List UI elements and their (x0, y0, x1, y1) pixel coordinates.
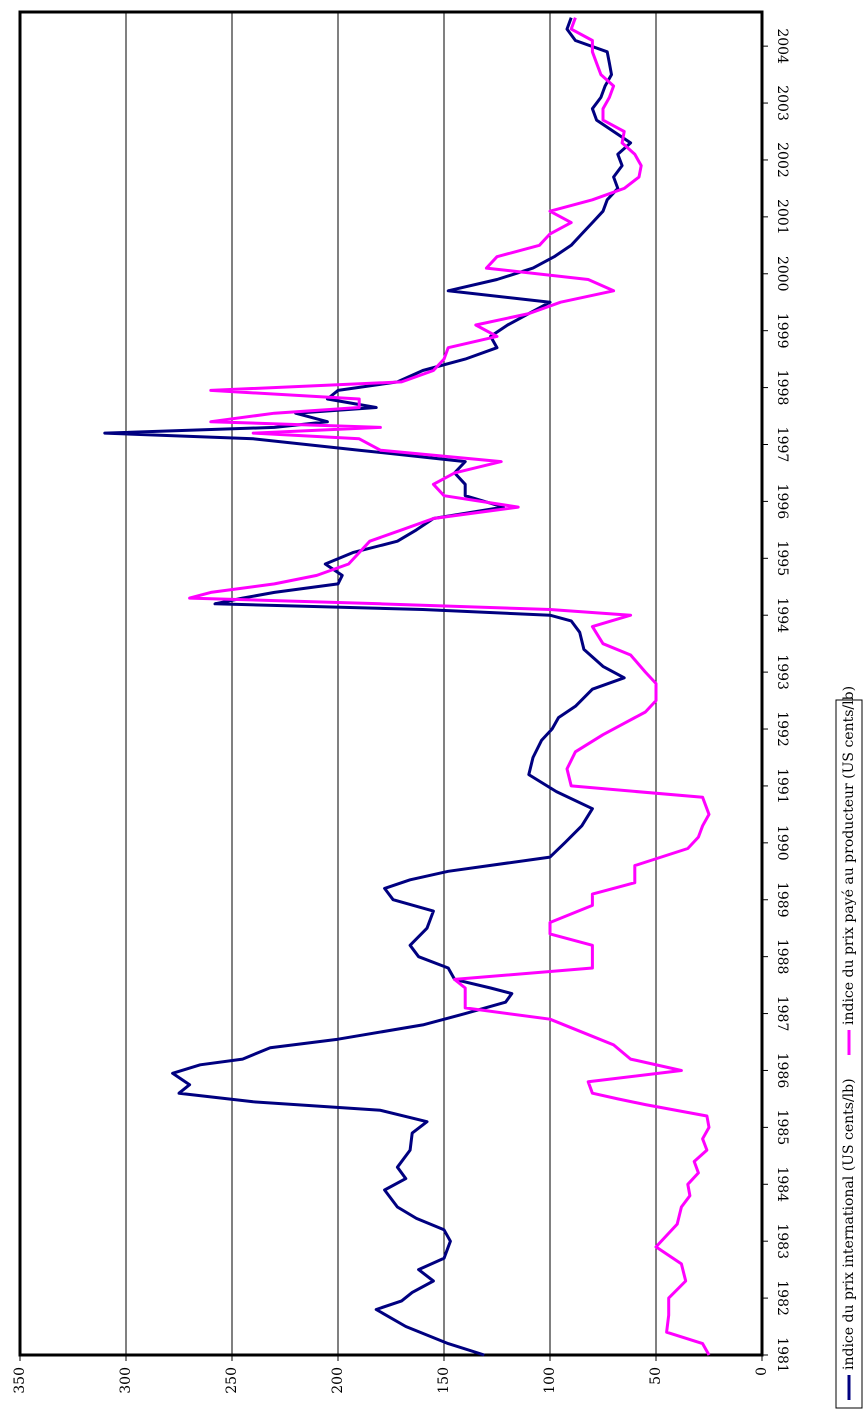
x-tick-label: 1997 (774, 427, 790, 463)
x-tick-label: 1993 (774, 654, 790, 690)
y-tick-label: 150 (436, 1367, 452, 1394)
y-tick-label: 350 (12, 1367, 28, 1394)
x-tick-label: 2001 (774, 199, 790, 235)
x-tick-label: 1998 (774, 370, 790, 406)
x-tick-label: 1986 (774, 1053, 790, 1089)
y-tick-label: 300 (118, 1367, 134, 1394)
x-tick-label: 1995 (774, 540, 790, 576)
y-tick-label: 250 (224, 1367, 240, 1394)
x-tick-label: 1991 (774, 768, 790, 804)
x-tick-label: 1982 (774, 1280, 790, 1316)
legend-label-1: indice du prix international (US cents/l… (841, 1078, 857, 1370)
y-tick-label: 0 (754, 1367, 770, 1376)
x-tick-label: 2003 (774, 85, 790, 121)
legend-label-2: indice du prix payé au producteur (US ce… (841, 686, 857, 1025)
series-line-2 (188, 17, 711, 1356)
x-tick-label: 1990 (774, 825, 790, 861)
y-tick-label: 200 (330, 1367, 346, 1394)
x-tick-label: 1989 (774, 882, 790, 918)
x-tick-label: 1985 (774, 1110, 790, 1146)
x-tick-label: 1981 (774, 1337, 790, 1373)
y-tick-label: 50 (648, 1367, 664, 1385)
plot-area (18, 10, 764, 1357)
x-tick-label: 2000 (774, 256, 790, 292)
x-tick-label: 2004 (774, 28, 790, 64)
x-tick-label: 1994 (774, 597, 790, 633)
series-line-1 (103, 17, 633, 1357)
x-tick-label: 1999 (774, 313, 790, 349)
x-tick-label: 1984 (774, 1166, 790, 1202)
x-tick-label: 2002 (774, 142, 790, 178)
x-tick-label: 1987 (774, 996, 790, 1032)
y-tick-label: 100 (542, 1367, 558, 1394)
x-tick-label: 1988 (774, 939, 790, 975)
x-tick-label: 1992 (774, 711, 790, 747)
x-tick-label: 1983 (774, 1223, 790, 1259)
x-tick-label: 1996 (774, 484, 790, 520)
